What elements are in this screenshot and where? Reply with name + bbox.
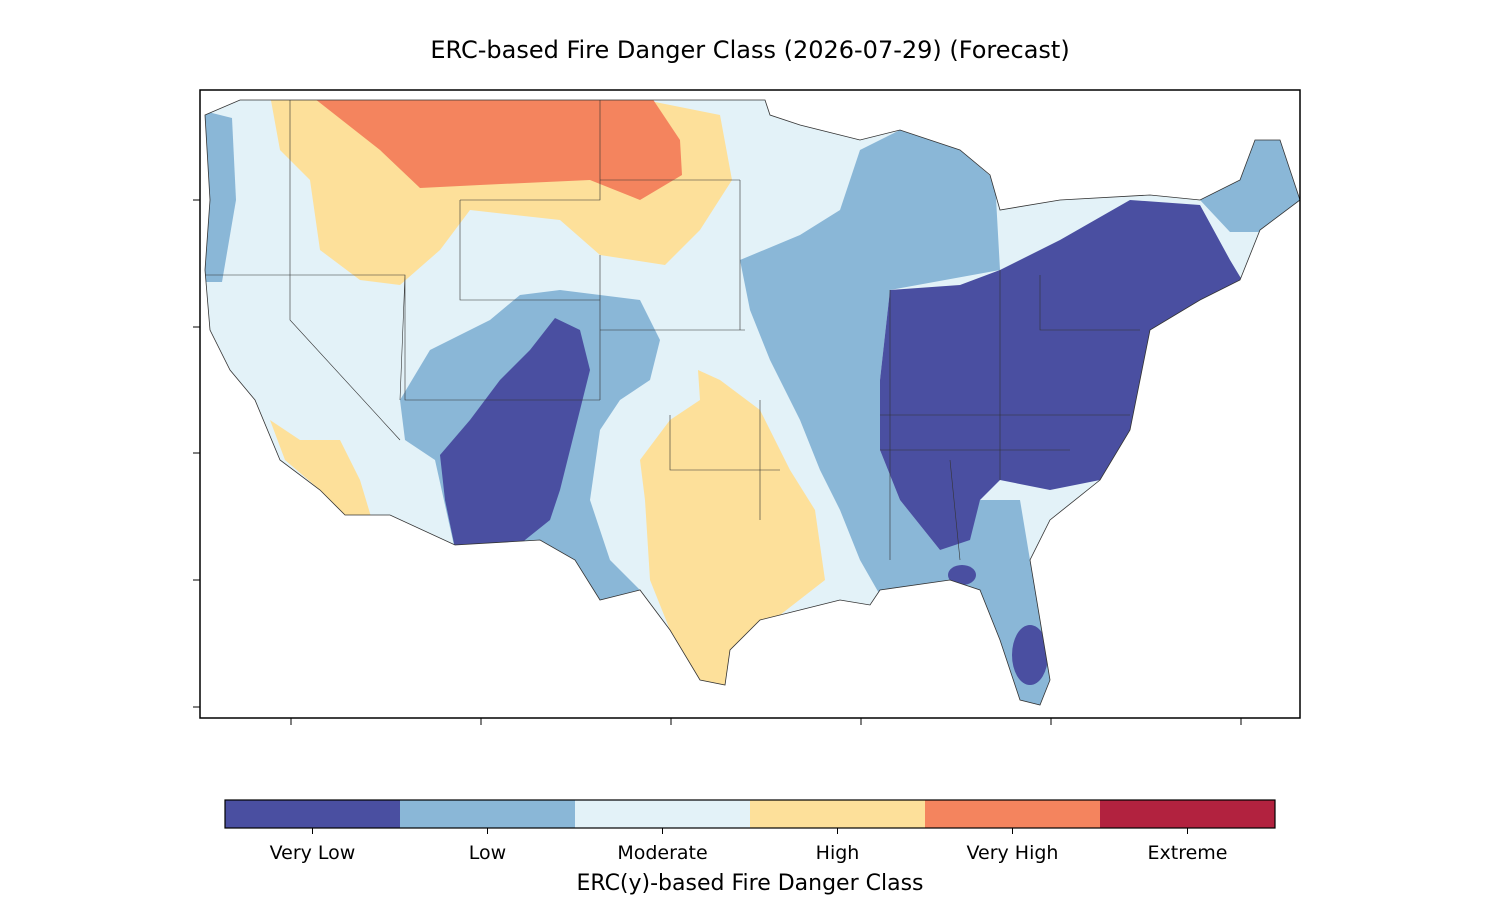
map-title: ERC-based Fire Danger Class (2026-07-29)… <box>430 36 1069 64</box>
region <box>1200 135 1300 232</box>
colorbar: Very Low Low Moderate High Very High Extreme <box>225 800 1275 864</box>
region <box>205 110 236 282</box>
colorbar-class-label: Extreme <box>1148 842 1228 864</box>
region <box>640 370 825 690</box>
colorbar-class-label: Very High <box>967 842 1059 864</box>
region <box>740 130 1055 705</box>
us-outline <box>204 99 1301 706</box>
map-frame <box>199 89 1301 719</box>
colorbar-segment <box>1100 800 1275 828</box>
colorbar-segment <box>400 800 575 828</box>
colorbar-class-label: Low <box>469 842 506 864</box>
region <box>310 100 682 200</box>
colorbar-frame <box>224 799 1276 829</box>
colorbar-class-label: Moderate <box>617 842 707 864</box>
region <box>880 200 1245 550</box>
region <box>440 318 590 548</box>
region <box>270 420 372 520</box>
colorbar-segment <box>575 800 750 828</box>
axis-ticks <box>193 199 1242 725</box>
colorbar-segment <box>750 800 925 828</box>
colorbar-class-label: High <box>816 842 860 864</box>
state-borders <box>205 100 1140 561</box>
colorbar-segment <box>225 800 400 828</box>
region <box>1012 625 1048 685</box>
region <box>948 565 976 585</box>
colorbar-class-label: Very Low <box>270 842 356 864</box>
colorbar-segment <box>925 800 1100 828</box>
colorbar-label: ERC(y)-based Fire Danger Class <box>576 871 923 896</box>
map <box>205 100 1300 705</box>
